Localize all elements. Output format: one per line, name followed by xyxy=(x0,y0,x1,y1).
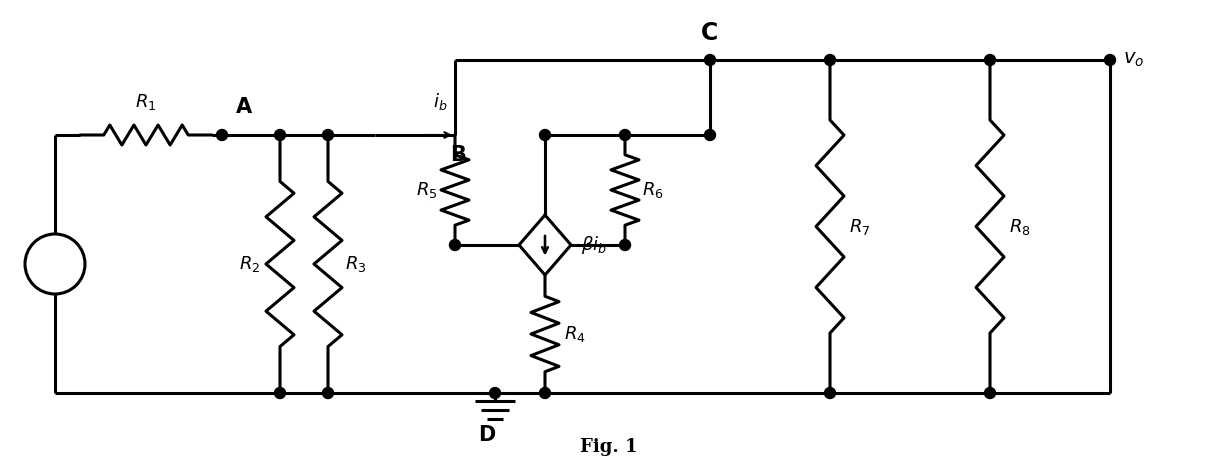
Text: D: D xyxy=(479,425,496,445)
Circle shape xyxy=(704,129,715,140)
Text: Fig. 1: Fig. 1 xyxy=(580,438,638,456)
Text: $R_3$: $R_3$ xyxy=(345,254,367,274)
Text: $R_7$: $R_7$ xyxy=(849,217,871,237)
Circle shape xyxy=(540,387,551,399)
Text: B: B xyxy=(449,145,465,165)
Circle shape xyxy=(825,387,836,399)
Circle shape xyxy=(490,387,501,399)
Text: C: C xyxy=(702,21,719,45)
Circle shape xyxy=(540,129,551,140)
Circle shape xyxy=(323,129,334,140)
Text: A: A xyxy=(236,97,252,117)
Text: $v_s$: $v_s$ xyxy=(45,255,65,273)
Circle shape xyxy=(704,54,715,66)
Text: $R_2$: $R_2$ xyxy=(240,254,261,274)
Text: $\beta i_b$: $\beta i_b$ xyxy=(581,234,607,256)
Circle shape xyxy=(274,129,285,140)
Circle shape xyxy=(620,239,631,251)
Text: $R_6$: $R_6$ xyxy=(642,180,664,200)
Circle shape xyxy=(323,387,334,399)
Circle shape xyxy=(984,54,995,66)
Text: $R_1$: $R_1$ xyxy=(135,92,157,112)
Text: $i_b$: $i_b$ xyxy=(432,91,447,112)
Circle shape xyxy=(825,54,836,66)
Circle shape xyxy=(449,239,460,251)
Text: $v_o$: $v_o$ xyxy=(1123,51,1144,69)
Circle shape xyxy=(217,129,228,140)
Circle shape xyxy=(984,387,995,399)
Circle shape xyxy=(1105,54,1116,66)
Circle shape xyxy=(620,129,631,140)
Text: $R_5$: $R_5$ xyxy=(417,180,437,200)
Text: $R_8$: $R_8$ xyxy=(1010,217,1030,237)
Text: $R_4$: $R_4$ xyxy=(564,324,586,344)
Circle shape xyxy=(274,387,285,399)
Circle shape xyxy=(26,234,85,294)
